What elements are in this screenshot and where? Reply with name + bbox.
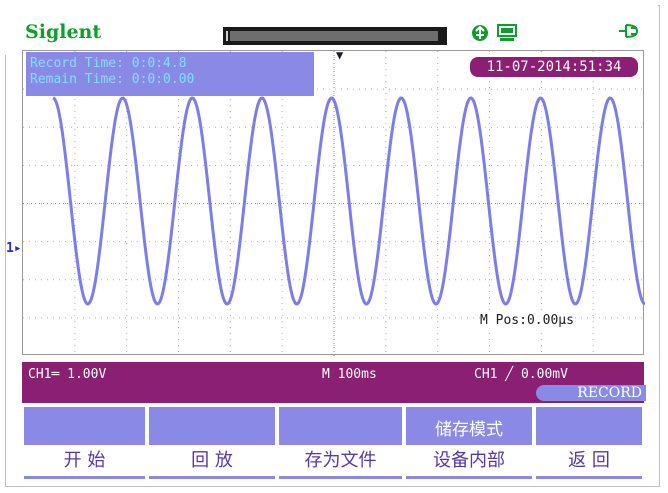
trigger-setting: CH1 ╱ 0.00mV (474, 367, 568, 382)
softkey-menu: 开 始 回 放 存为文件 储存模式 设备内部 返 回 (22, 405, 644, 481)
ch1-scale: CH1═ 1.00V (28, 367, 107, 382)
return-button[interactable]: 返 回 (534, 405, 644, 481)
softkey-label: 开 始 (24, 445, 145, 476)
mode-badge: RECORD (536, 385, 646, 401)
trigger-position-icon: ▼ (336, 48, 344, 62)
timestamp: 11-07-2014:51:34 (470, 57, 638, 77)
memory-window (230, 31, 438, 41)
memory-position-bar (223, 27, 447, 45)
channel-ground-marker-icon: 1▸ (6, 241, 22, 256)
softkey-label: 存为文件 (279, 445, 402, 476)
softkey-label: 设备内部 (406, 445, 532, 476)
power-plug-icon (617, 21, 639, 46)
usb-icon (470, 23, 490, 46)
record-info-box: Record Time: 0:0:4.8 Remain Time: 0:0:0.… (26, 52, 314, 96)
brand-logo: Siglent (25, 21, 102, 43)
storage-mode-button[interactable]: 储存模式 设备内部 (404, 405, 534, 481)
top-bar: Siglent (5, 5, 658, 55)
waveform-grid (23, 51, 645, 356)
softkey-header: 储存模式 (435, 420, 503, 440)
softkey-label: 回 放 (149, 445, 275, 476)
m-pos-readout: M Pos:0.00μs (480, 313, 574, 328)
record-time: Record Time: 0:0:4.8 (30, 56, 187, 71)
timebase: M 100ms (322, 367, 377, 382)
status-bar: CH1═ 1.00V M 100ms CH1 ╱ 0.00mV RECORD (22, 362, 646, 403)
start-button[interactable]: 开 始 (22, 405, 147, 481)
waveform-area[interactable] (22, 50, 645, 356)
memory-marker (226, 31, 228, 41)
remain-time: Remain Time: 0:0:0.00 (30, 72, 195, 87)
save-as-file-button[interactable]: 存为文件 (277, 405, 404, 481)
printer-icon (496, 23, 518, 46)
waveform-trace (52, 96, 645, 306)
softkey-label: 返 回 (536, 445, 642, 476)
playback-button[interactable]: 回 放 (147, 405, 277, 481)
